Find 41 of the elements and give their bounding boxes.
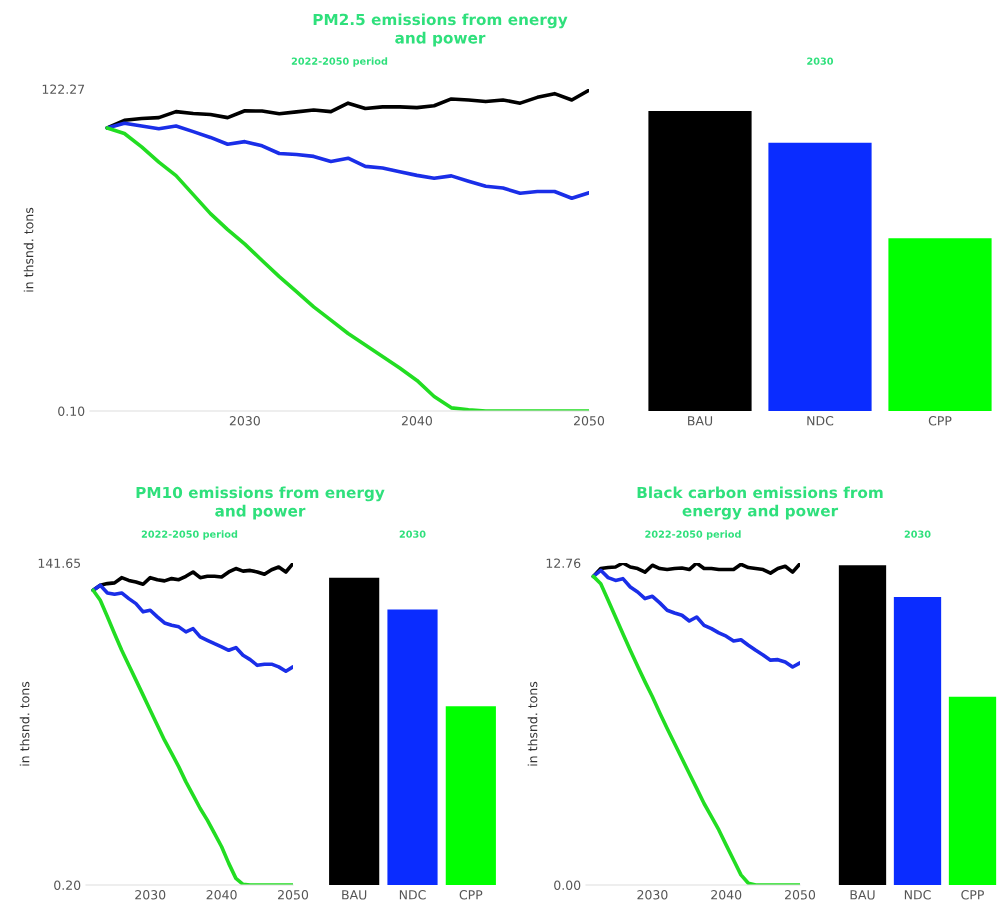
x-tick-label: 2030 (637, 890, 668, 900)
x-tick-label: 2050 (278, 890, 309, 900)
y-tick-label: 122.27 (42, 84, 85, 94)
y-axis-title: in thsnd. tons (19, 681, 30, 766)
x-tick-label: 2030 (229, 416, 260, 426)
chart-subtitle: 2022-2050 period (141, 530, 238, 540)
x-tick-label: 2040 (401, 416, 433, 426)
x-tick-label: BAU (342, 890, 367, 900)
chart-subtitle: 2030 (807, 57, 834, 65)
x-tick-label: BAU (688, 416, 713, 426)
y-tick-label: 0.10 (58, 406, 85, 416)
x-tick-label: 2050 (785, 890, 816, 900)
y-tick-label: 12.76 (546, 558, 581, 568)
y-tick-label: 0.20 (54, 880, 81, 890)
chart-title: PM10 emissions from energy and power (136, 486, 385, 520)
x-tick-label: 2040 (711, 890, 742, 900)
x-tick-label: CPP (961, 890, 984, 900)
x-tick-label: NDC (807, 416, 834, 426)
x-tick-label: NDC (904, 890, 931, 900)
y-tick-label: 141.65 (38, 558, 81, 568)
line-series (105, 126, 589, 411)
line-series (591, 574, 800, 885)
y-axis-title: in thsnd. tons (23, 207, 34, 292)
chart-subtitle: 2022-2050 period (291, 57, 388, 67)
x-tick-label: BAU (850, 890, 875, 900)
y-tick-label: 0.00 (554, 880, 581, 890)
x-tick-label: CPP (928, 416, 952, 426)
line-series (91, 588, 293, 885)
x-tick-label: 2050 (574, 416, 605, 426)
chart-subtitle: 2022-2050 period (645, 530, 741, 540)
x-tick-label: 2030 (135, 890, 166, 900)
chart-title: Black carbon emissions from energy and power (637, 486, 883, 520)
x-tick-label: 2040 (206, 890, 237, 900)
chart-title: PM2.5 emissions from energy and power (313, 13, 568, 47)
chart-subtitle: 2030 (904, 530, 931, 538)
x-tick-label: NDC (399, 890, 426, 900)
y-axis-title: in thsnd. tons (527, 681, 538, 766)
x-tick-label: CPP (459, 890, 483, 900)
line-series (591, 568, 800, 669)
chart-subtitle: 2030 (399, 530, 426, 538)
line-series (91, 583, 293, 674)
